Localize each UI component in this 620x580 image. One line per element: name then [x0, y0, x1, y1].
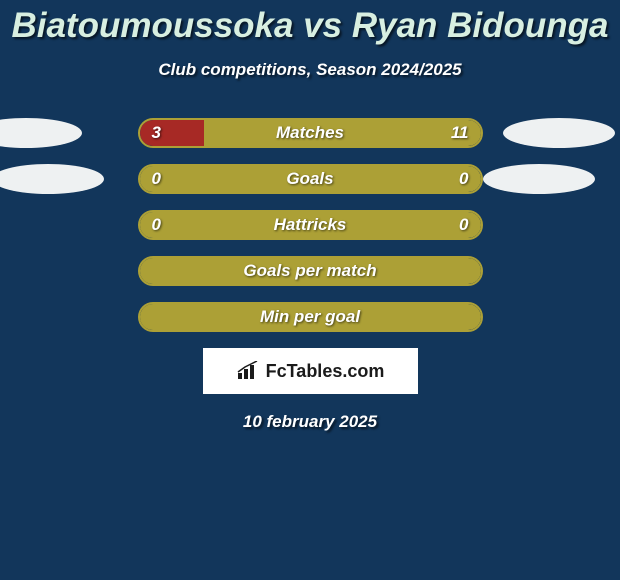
stat-value-right: 11: [451, 123, 469, 143]
left-ellipse-slot: [6, 164, 138, 194]
stat-value-left: 0: [152, 215, 161, 235]
date-text: 10 february 2025: [0, 412, 620, 432]
stat-bar: 0 Goals 0: [138, 164, 483, 194]
bar-chart-icon: [236, 361, 260, 381]
stat-row: 3 Matches 11: [0, 110, 620, 156]
stat-bar: 3 Matches 11: [138, 118, 483, 148]
stat-value-left: 3: [152, 123, 161, 143]
page-subtitle: Club competitions, Season 2024/2025: [0, 60, 620, 80]
stat-label: Matches: [276, 123, 344, 143]
stat-bar: 0 Hattricks 0: [138, 210, 483, 240]
right-ellipse-slot: [483, 118, 615, 148]
stat-bar: Goals per match: [138, 256, 483, 286]
branding-badge: FcTables.com: [203, 348, 418, 394]
stat-row: 0 Goals 0: [0, 156, 620, 202]
stat-value-right: 0: [459, 169, 468, 189]
stat-bar: Min per goal: [138, 302, 483, 332]
stat-row: Min per goal: [0, 294, 620, 340]
comparison-infographic: Biatoumoussoka vs Ryan Bidounga Club com…: [0, 0, 620, 580]
stat-value-left: 0: [152, 169, 161, 189]
stat-row: Goals per match: [0, 248, 620, 294]
player-ellipse-right: [503, 118, 615, 148]
bar-fill-left: [140, 120, 208, 146]
stat-label: Min per goal: [260, 307, 360, 327]
stat-rows: 3 Matches 11 0 Goals 0 0 Hattricks 0 Goals per ma…: [0, 110, 620, 340]
stat-label: Goals per match: [243, 261, 376, 281]
stat-label: Goals: [286, 169, 333, 189]
page-title: Biatoumoussoka vs Ryan Bidounga: [0, 0, 620, 46]
stat-value-right: 0: [459, 215, 468, 235]
right-ellipse-slot: [483, 164, 615, 194]
player-ellipse-left: [0, 118, 82, 148]
stat-row: 0 Hattricks 0: [0, 202, 620, 248]
player-ellipse-right: [483, 164, 595, 194]
stat-label: Hattricks: [274, 215, 347, 235]
player-ellipse-left: [0, 164, 104, 194]
left-ellipse-slot: [6, 118, 138, 148]
branding-text: FcTables.com: [266, 361, 385, 382]
